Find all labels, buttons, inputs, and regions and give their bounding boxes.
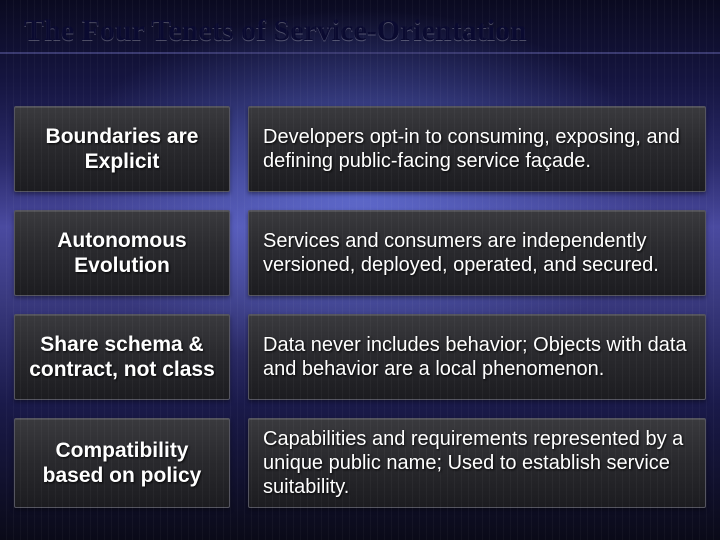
tenet-description: Developers opt-in to consuming, exposing… <box>248 106 706 192</box>
table-row: Autonomous Evolution Services and consum… <box>14 210 706 296</box>
tenet-name: Compatibility based on policy <box>14 418 230 508</box>
tenet-name: Boundaries are Explicit <box>14 106 230 192</box>
table-row: Share schema & contract, not class Data … <box>14 314 706 400</box>
tenet-description: Services and consumers are independently… <box>248 210 706 296</box>
tenet-description: Data never includes behavior; Objects wi… <box>248 314 706 400</box>
tenet-description: Capabilities and requirements represente… <box>248 418 706 508</box>
table-row: Compatibility based on policy Capabiliti… <box>14 418 706 508</box>
table-row: Boundaries are Explicit Developers opt-i… <box>14 106 706 192</box>
slide-title: The Four Tenets of Service-Orientation <box>0 0 720 54</box>
tenets-table: Boundaries are Explicit Developers opt-i… <box>0 106 720 508</box>
tenet-name: Share schema & contract, not class <box>14 314 230 400</box>
tenet-name: Autonomous Evolution <box>14 210 230 296</box>
